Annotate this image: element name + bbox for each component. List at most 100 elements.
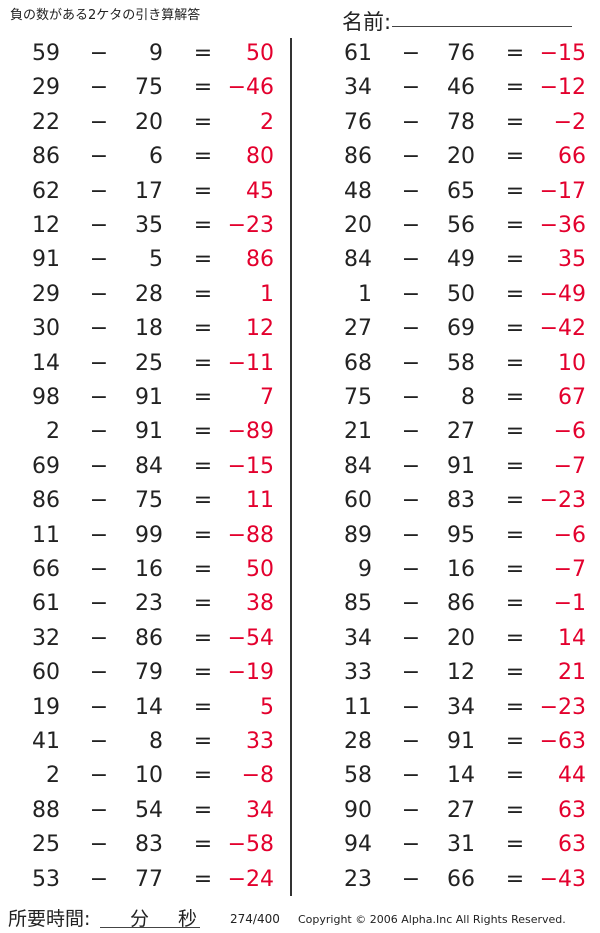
subtrahend: 16 bbox=[135, 557, 163, 582]
minus-sign: − bbox=[401, 660, 421, 686]
subtrahend: 34 bbox=[447, 694, 475, 720]
answer: −23 bbox=[227, 213, 274, 238]
equals-sign: = bbox=[505, 797, 525, 823]
subtrahend: 86 bbox=[447, 591, 475, 617]
answer: −23 bbox=[539, 488, 586, 514]
minuend: 86 bbox=[32, 144, 60, 170]
equals-sign: = bbox=[505, 41, 525, 66]
minuend: 59 bbox=[32, 41, 60, 66]
answer: −36 bbox=[539, 213, 586, 238]
subtrahend: 5 bbox=[149, 247, 163, 273]
equals-sign: = bbox=[505, 660, 525, 686]
equals-sign: = bbox=[505, 350, 525, 376]
minus-sign: − bbox=[401, 625, 421, 651]
answer: −11 bbox=[227, 350, 274, 376]
answer: −43 bbox=[539, 866, 586, 892]
subtrahend: 27 bbox=[447, 797, 475, 823]
minuend: 94 bbox=[344, 832, 372, 858]
minus-sign: − bbox=[401, 832, 421, 858]
page-number: 274/400 bbox=[230, 912, 280, 926]
minuend: 61 bbox=[344, 41, 372, 66]
subtrahend: 25 bbox=[135, 350, 163, 376]
minus-sign: − bbox=[401, 488, 421, 514]
answer: 63 bbox=[558, 797, 586, 823]
equals-sign: = bbox=[505, 488, 525, 514]
equals-sign: = bbox=[193, 694, 213, 720]
equals-sign: = bbox=[505, 144, 525, 170]
equals-sign: = bbox=[193, 75, 213, 101]
equals-sign: = bbox=[193, 625, 213, 651]
equals-sign: = bbox=[193, 213, 213, 238]
minus-sign: − bbox=[401, 729, 421, 754]
subtrahend: 54 bbox=[135, 797, 163, 823]
answer: −8 bbox=[241, 763, 274, 789]
answer: 21 bbox=[558, 660, 586, 686]
minuend: 84 bbox=[344, 453, 372, 479]
subtrahend: 20 bbox=[447, 144, 475, 170]
answer: 14 bbox=[558, 625, 586, 651]
minuend: 69 bbox=[32, 453, 60, 479]
answer: −58 bbox=[227, 832, 274, 858]
minus-sign: − bbox=[401, 316, 421, 342]
minus-sign: − bbox=[89, 316, 109, 342]
answer: −88 bbox=[227, 522, 274, 548]
minus-sign: − bbox=[89, 557, 109, 582]
answer: 50 bbox=[246, 557, 274, 582]
answer: 38 bbox=[246, 591, 274, 617]
minus-sign: − bbox=[401, 350, 421, 376]
equals-sign: = bbox=[505, 213, 525, 238]
minus-sign: − bbox=[89, 625, 109, 651]
equals-sign: = bbox=[193, 247, 213, 273]
answer: −15 bbox=[539, 41, 586, 66]
equals-sign: = bbox=[193, 557, 213, 582]
subtrahend: 56 bbox=[447, 213, 475, 238]
minuend: 33 bbox=[344, 660, 372, 686]
minus-sign: − bbox=[89, 419, 109, 445]
minuend: 91 bbox=[32, 247, 60, 273]
equals-sign: = bbox=[193, 350, 213, 376]
minus-sign: − bbox=[401, 591, 421, 617]
subtrahend: 14 bbox=[447, 763, 475, 789]
subtrahend: 75 bbox=[135, 488, 163, 514]
answer: −7 bbox=[553, 557, 586, 582]
minuend: 88 bbox=[32, 797, 60, 823]
minus-sign: − bbox=[401, 453, 421, 479]
equals-sign: = bbox=[505, 178, 525, 204]
minus-sign: − bbox=[89, 832, 109, 858]
equals-sign: = bbox=[505, 694, 525, 720]
answer: 2 bbox=[260, 109, 274, 135]
equals-sign: = bbox=[505, 281, 525, 307]
answer: 67 bbox=[558, 385, 586, 410]
minus-sign: − bbox=[89, 522, 109, 548]
subtrahend: 77 bbox=[135, 866, 163, 892]
minuend: 11 bbox=[32, 522, 60, 548]
subtrahend: 12 bbox=[447, 660, 475, 686]
minuend: 85 bbox=[344, 591, 372, 617]
answer: −15 bbox=[227, 453, 274, 479]
subtrahend: 86 bbox=[135, 625, 163, 651]
minuend: 20 bbox=[344, 213, 372, 238]
name-field[interactable] bbox=[392, 26, 572, 27]
minuend: 29 bbox=[32, 281, 60, 307]
minuend: 9 bbox=[358, 557, 372, 582]
minuend: 25 bbox=[32, 832, 60, 858]
subtrahend: 99 bbox=[135, 522, 163, 548]
equals-sign: = bbox=[505, 109, 525, 135]
subtrahend: 6 bbox=[149, 144, 163, 170]
subtrahend: 84 bbox=[135, 453, 163, 479]
answer: 86 bbox=[246, 247, 274, 273]
minuend: 60 bbox=[344, 488, 372, 514]
answer: 66 bbox=[558, 144, 586, 170]
minuend: 28 bbox=[344, 729, 372, 754]
answer: 63 bbox=[558, 832, 586, 858]
minus-sign: − bbox=[89, 866, 109, 892]
answer: 44 bbox=[558, 763, 586, 789]
subtrahend: 17 bbox=[135, 178, 163, 204]
time-field[interactable] bbox=[100, 927, 200, 928]
equals-sign: = bbox=[505, 385, 525, 410]
subtrahend: 75 bbox=[135, 75, 163, 101]
minuend: 86 bbox=[32, 488, 60, 514]
equals-sign: = bbox=[193, 178, 213, 204]
answer: −46 bbox=[227, 75, 274, 101]
minuend: 60 bbox=[32, 660, 60, 686]
